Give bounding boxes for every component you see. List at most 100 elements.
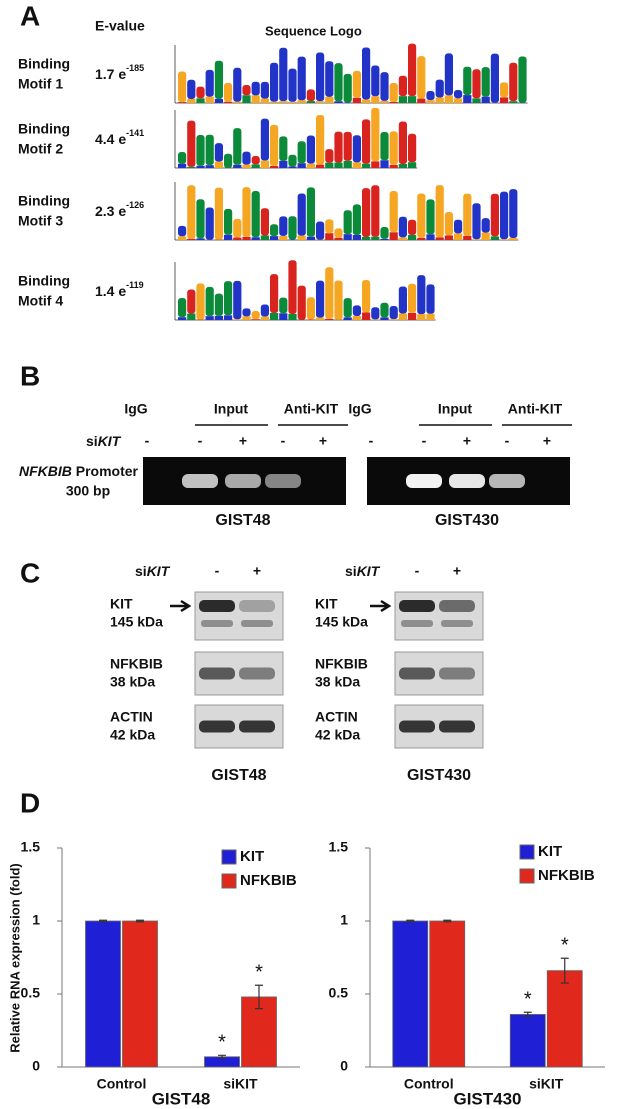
treatment-gene: KIT bbox=[147, 563, 171, 579]
legend-label: NFKBIB bbox=[538, 867, 595, 884]
logo-letter bbox=[178, 71, 187, 103]
logo-letter bbox=[426, 284, 435, 314]
logo-letter bbox=[417, 193, 426, 238]
sign: + bbox=[453, 563, 461, 579]
logo-letter bbox=[481, 96, 490, 103]
logo-letter bbox=[316, 317, 325, 320]
blot bbox=[394, 591, 484, 641]
logo-letter bbox=[380, 317, 389, 320]
logo-letter bbox=[288, 166, 297, 168]
logo-letter bbox=[343, 131, 352, 161]
arrow bbox=[170, 599, 192, 613]
logo-letter bbox=[187, 238, 196, 240]
bar bbox=[546, 970, 583, 1068]
sign: + bbox=[253, 563, 261, 579]
logo-letter bbox=[352, 316, 361, 320]
logo-letter bbox=[334, 237, 343, 240]
e-value: 4.4 e-141 bbox=[95, 128, 144, 146]
logo-letter bbox=[306, 135, 315, 164]
logo-letter bbox=[435, 237, 444, 240]
treatment: siKIT bbox=[86, 433, 122, 449]
logo-letter bbox=[187, 120, 196, 167]
logo-letter bbox=[509, 238, 518, 240]
y-tick-label: 0.5 bbox=[21, 985, 41, 1001]
band bbox=[489, 474, 525, 488]
motif-name: Motif 2 bbox=[18, 141, 63, 157]
bar bbox=[429, 920, 466, 1068]
logo-letter bbox=[196, 238, 205, 240]
logo-letter bbox=[352, 234, 361, 240]
column-header: Input bbox=[214, 401, 249, 417]
treatment: siKIT bbox=[135, 563, 171, 579]
sign: - bbox=[215, 563, 220, 579]
logo-letter bbox=[270, 224, 279, 237]
logo-letter bbox=[371, 107, 380, 162]
logo-letter bbox=[334, 63, 343, 102]
sign: - bbox=[415, 563, 420, 579]
logo-letter bbox=[297, 141, 306, 164]
band bbox=[182, 474, 218, 488]
logo-letter bbox=[509, 62, 518, 102]
logo-letter bbox=[334, 228, 343, 238]
logo-letter bbox=[178, 317, 187, 320]
x-tick-label: Control bbox=[404, 1076, 454, 1092]
logo-letter bbox=[224, 234, 233, 240]
logo-letter bbox=[187, 185, 196, 239]
e-value-base: 2.3 e bbox=[95, 203, 126, 219]
logo-letter bbox=[426, 100, 435, 103]
logo-letter bbox=[481, 218, 490, 233]
logo-letter bbox=[214, 60, 223, 100]
logo-letter bbox=[389, 319, 398, 320]
logo-letter bbox=[408, 133, 417, 163]
panel-label: C bbox=[20, 557, 40, 588]
logo-letter bbox=[279, 101, 288, 103]
logo-letter bbox=[343, 234, 352, 240]
logo-letter bbox=[270, 62, 279, 102]
logo-letter bbox=[306, 236, 315, 240]
logo-letter bbox=[233, 218, 242, 238]
header: Sequence Logo bbox=[265, 23, 362, 38]
logo-letter bbox=[297, 285, 306, 320]
logo-letter bbox=[426, 313, 435, 320]
sign: - bbox=[198, 433, 203, 449]
panel-label: A bbox=[20, 0, 40, 31]
error-bar bbox=[99, 919, 107, 923]
logo-letter bbox=[325, 219, 334, 234]
sign: + bbox=[319, 433, 327, 449]
motif-name: Motif 1 bbox=[18, 76, 63, 92]
logo-letter bbox=[371, 236, 380, 240]
logo-letter bbox=[297, 163, 306, 168]
logo-letter bbox=[481, 232, 490, 240]
logo-letter bbox=[196, 199, 205, 239]
logo-letter bbox=[463, 193, 472, 236]
logo-letter bbox=[408, 312, 417, 320]
logo-letter bbox=[233, 237, 242, 240]
logo-letter bbox=[279, 313, 288, 320]
e-value-exponent: -141 bbox=[126, 128, 144, 138]
logo-letter bbox=[306, 187, 315, 237]
logo-letter bbox=[500, 239, 509, 240]
significance: * bbox=[524, 989, 532, 1011]
legend-label: KIT bbox=[538, 843, 562, 860]
logo-letter bbox=[389, 164, 398, 168]
sign: - bbox=[369, 433, 374, 449]
error-bar bbox=[443, 919, 452, 923]
bar bbox=[392, 920, 429, 1068]
motif-name: Binding bbox=[18, 121, 70, 137]
logo-letter bbox=[260, 118, 269, 161]
logo-letter bbox=[205, 286, 214, 317]
logo-letter bbox=[426, 199, 435, 235]
sign: + bbox=[239, 433, 247, 449]
x-tick-label: Control bbox=[97, 1076, 147, 1092]
logo-letter bbox=[270, 313, 279, 320]
logo-letter bbox=[251, 81, 260, 96]
x-tick-label: siKIT bbox=[529, 1076, 564, 1092]
logo-letter bbox=[233, 319, 242, 320]
logo-letter bbox=[288, 101, 297, 103]
logo-letter bbox=[224, 315, 233, 320]
logo-letter bbox=[205, 165, 214, 168]
logo-letter bbox=[288, 260, 297, 314]
logo-letter bbox=[472, 203, 481, 240]
logo-letter bbox=[398, 313, 407, 320]
logo-letter bbox=[454, 233, 463, 240]
